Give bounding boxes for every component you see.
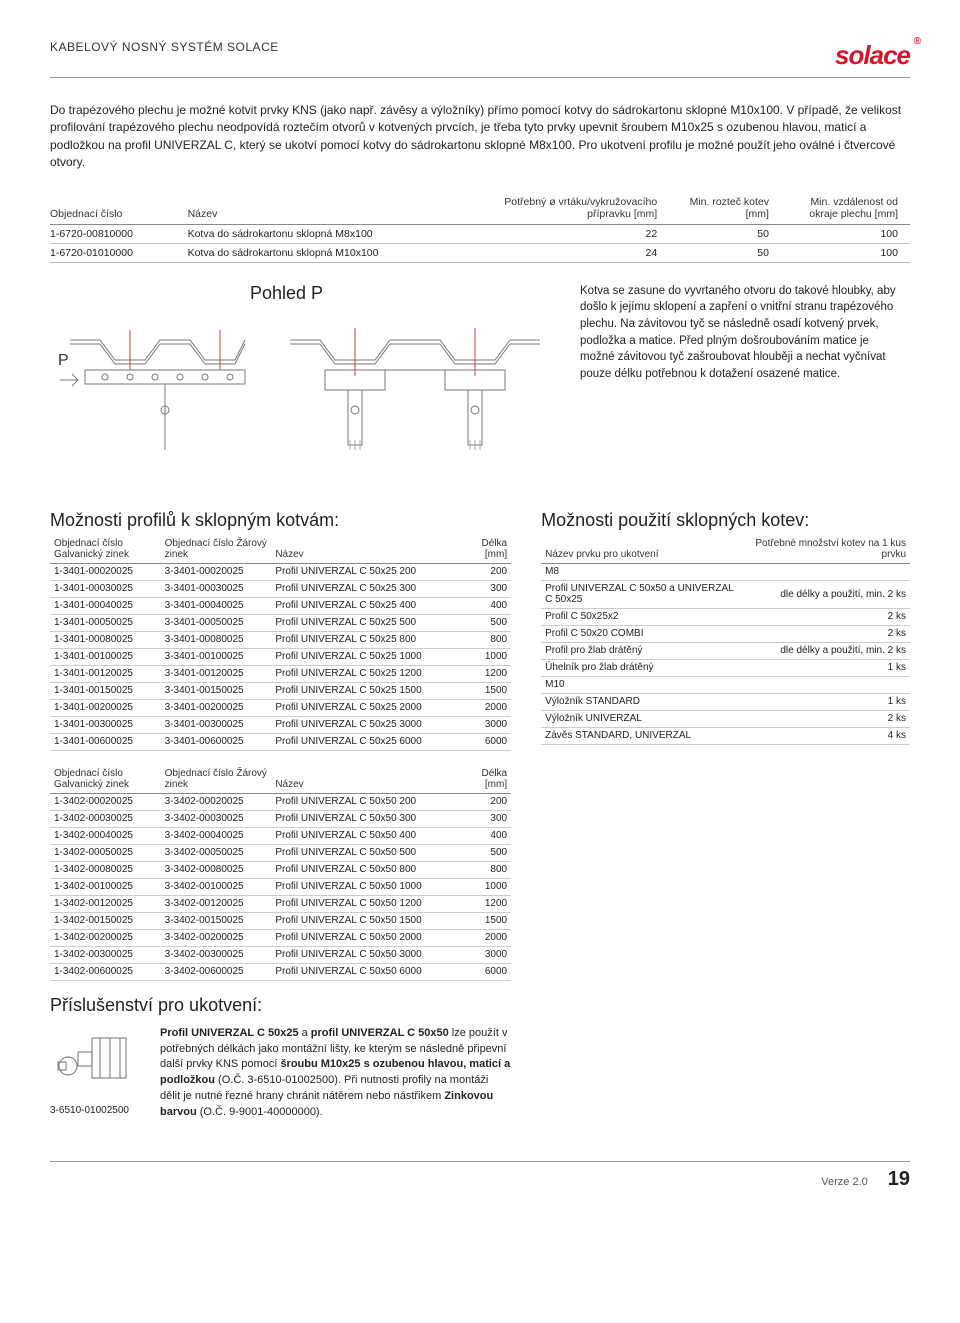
col-obj: Objednací číslo (50, 192, 188, 225)
table-row: Profil C 50x20 COMBI2 ks (541, 625, 910, 642)
anchors-table: Objednací číslo Název Potřebný ø vrtáku/… (50, 192, 910, 263)
table-row: 1-6720-00810000Kotva do sádrokartonu skl… (50, 224, 910, 243)
intro-text: Do trapézového plechu je možné kotvit pr… (50, 102, 910, 172)
page-footer: Verze 2.0 19 (50, 1161, 910, 1191)
usage-table: Název prvku pro ukotvení Potřebné množst… (541, 535, 910, 745)
table-row: 1-3402-001000253-3402-00100025Profil UNI… (50, 878, 511, 895)
profiles-table-2: Objednací číslo Galvanický zinek Objedna… (50, 765, 511, 981)
table-row: 1-3401-001200253-3401-00120025Profil UNI… (50, 665, 511, 682)
accessory-text: Profil UNIVERZAL C 50x25 a profil UNIVER… (160, 1026, 511, 1122)
table-row: Výložník UNIVERZAL2 ks (541, 710, 910, 727)
table-row: Výložník STANDARD1 ks (541, 693, 910, 710)
table-row: 1-3402-003000253-3402-00300025Profil UNI… (50, 946, 511, 963)
table-row: M10 (541, 676, 910, 693)
col-nazev: Název (188, 192, 480, 225)
label-p: P (58, 352, 69, 369)
table-row: 1-3401-001000253-3401-00100025Profil UNI… (50, 648, 511, 665)
table-row: 1-3402-000200253-3402-00020025Profil UNI… (50, 793, 511, 810)
table-row: Profil C 50x25x22 ks (541, 608, 910, 625)
col-vzdal: Min. vzdálenost od okraje plechu [mm] (781, 192, 910, 225)
table-row: 1-3401-003000253-3401-00300025Profil UNI… (50, 716, 511, 733)
table-row: 1-3401-000300253-3401-00030025Profil UNI… (50, 580, 511, 597)
profiles-table-1: Objednací číslo Galvanický zinek Objedna… (50, 535, 511, 751)
table-row: 1-3402-001500253-3402-00150025Profil UNI… (50, 912, 511, 929)
table-row: 1-3402-000300253-3402-00030025Profil UNI… (50, 810, 511, 827)
table-row: Profil UNIVERZAL C 50x50 a UNIVERZAL C 5… (541, 580, 910, 608)
table-row: 1-3401-001500253-3401-00150025Profil UNI… (50, 682, 511, 699)
col-vrtak: Potřebný ø vrtáku/vykružovacího přípravk… (480, 192, 669, 225)
usage-title: Možnosti použití sklopných kotev: (541, 510, 910, 531)
pohled-desc: Kotva se zasune do vyvrtaného otvoru do … (580, 283, 900, 480)
col-roztec: Min. rozteč kotev [mm] (669, 192, 781, 225)
page-header: KABELOVÝ NOSNÝ SYSTÉM SOLACE solace® (50, 40, 910, 78)
accessory-code: 3-6510-01002500 (50, 1105, 140, 1116)
diagram-pohled: P (50, 310, 550, 480)
table-row: 1-3401-002000253-3401-00200025Profil UNI… (50, 699, 511, 716)
logo: solace® (835, 40, 910, 71)
accessory-icon: 3-6510-01002500 (50, 1026, 140, 1122)
table-row: 1-3401-000200253-3401-00020025Profil UNI… (50, 563, 511, 580)
table-row: 1-3402-002000253-3402-00200025Profil UNI… (50, 929, 511, 946)
page-number: 19 (888, 1168, 910, 1191)
pohled-title: Pohled P (250, 283, 550, 304)
table-row: 1-3401-006000253-3401-00600025Profil UNI… (50, 733, 511, 750)
table-row: Profil pro žlab drátěnýdle délky a použi… (541, 642, 910, 659)
table-row: Závěs STANDARD, UNIVERZAL4 ks (541, 727, 910, 744)
table-row: 1-3401-000500253-3401-00050025Profil UNI… (50, 614, 511, 631)
table-row: 1-3401-000400253-3401-00040025Profil UNI… (50, 597, 511, 614)
table-row: Úhelník pro žlab drátěný1 ks (541, 659, 910, 676)
table-row: 1-3402-001200253-3402-00120025Profil UNI… (50, 895, 511, 912)
version: Verze 2.0 (821, 1176, 867, 1188)
table-row: 1-6720-01010000Kotva do sádrokartonu skl… (50, 243, 910, 262)
table-row: 1-3402-000800253-3402-00080025Profil UNI… (50, 861, 511, 878)
accessory-title: Příslušenství pro ukotvení: (50, 995, 511, 1016)
table-row: 1-3402-000500253-3402-00050025Profil UNI… (50, 844, 511, 861)
table-row: 1-3402-006000253-3402-00600025Profil UNI… (50, 963, 511, 980)
table-row: 1-3401-000800253-3401-00080025Profil UNI… (50, 631, 511, 648)
header-title: KABELOVÝ NOSNÝ SYSTÉM SOLACE (50, 40, 279, 54)
profiles-title: Možnosti profilů k sklopným kotvám: (50, 510, 511, 531)
table-row: 1-3402-000400253-3402-00040025Profil UNI… (50, 827, 511, 844)
table-row: M8 (541, 563, 910, 580)
